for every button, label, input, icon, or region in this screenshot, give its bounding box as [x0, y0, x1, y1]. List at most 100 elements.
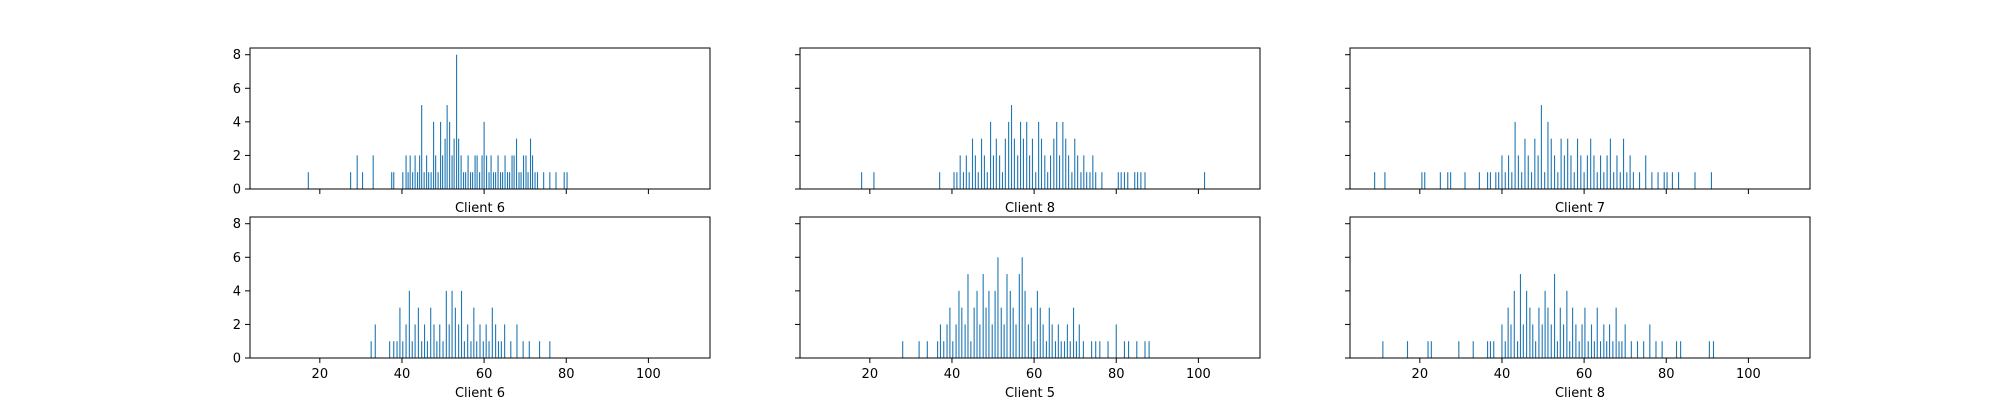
histogram-bar	[997, 257, 999, 358]
histogram-bar	[1678, 172, 1680, 189]
histogram-bar	[1649, 324, 1651, 358]
histogram-bar	[1406, 341, 1409, 358]
histogram-bar	[506, 172, 509, 189]
histogram-bar	[1563, 324, 1565, 358]
histogram-bar	[983, 155, 985, 189]
histogram-bar	[1450, 172, 1452, 189]
histogram-bar	[956, 172, 958, 189]
histogram-bar	[528, 341, 530, 358]
histogram-bar	[1472, 341, 1474, 358]
histogram-bar	[1559, 307, 1561, 358]
histogram-bar	[414, 324, 416, 358]
histogram-bar	[1540, 105, 1542, 189]
histogram-bar	[407, 172, 409, 189]
histogram-bar	[1569, 341, 1571, 358]
histogram-bar	[460, 290, 463, 358]
histogram-bar	[939, 324, 942, 358]
histogram-bar	[532, 155, 534, 189]
histogram-bar	[1553, 274, 1556, 358]
histogram-bar	[1593, 155, 1595, 189]
histogram-bar	[456, 54, 458, 190]
histogram-bar	[926, 341, 928, 358]
histogram-bar	[408, 290, 410, 358]
histogram-bar	[1083, 155, 1085, 189]
x-tick-label: 40	[944, 367, 961, 382]
histogram-bar	[476, 341, 478, 358]
histogram-bar	[402, 341, 404, 358]
histogram-bar	[1495, 172, 1497, 189]
subplot-3: Client 7	[1345, 47, 1811, 216]
histogram-bar	[1053, 138, 1055, 189]
histogram-bar	[482, 341, 484, 358]
histogram-bar	[965, 155, 967, 189]
x-tick-label: 20	[862, 367, 879, 382]
histogram-bar	[1596, 307, 1598, 358]
histogram-bar	[499, 172, 502, 189]
histogram-bar	[1066, 324, 1068, 358]
histogram-bar	[1036, 290, 1038, 358]
histogram-bar	[1544, 290, 1546, 358]
histogram-bar	[1136, 341, 1138, 358]
histogram-bar	[1632, 172, 1634, 189]
histogram-bar	[1101, 172, 1103, 189]
histogram-bar	[1134, 172, 1136, 189]
histogram-bar	[389, 341, 391, 358]
histogram-bar	[419, 155, 421, 189]
histogram-bar	[525, 155, 527, 189]
histogram-bar	[1517, 155, 1519, 189]
histogram-bar	[974, 155, 976, 189]
histogram-bar	[479, 172, 481, 189]
histogram-bar	[488, 341, 490, 358]
x-axis-label: Client 7	[1555, 201, 1605, 216]
histogram-bar	[1580, 155, 1582, 189]
y-tick-label: 0	[233, 352, 241, 367]
histogram-bar	[1507, 307, 1509, 358]
histogram-bar	[399, 307, 401, 358]
histogram-bar	[1694, 172, 1696, 189]
x-tick-label: 40	[1494, 367, 1511, 382]
histogram-bar	[424, 324, 426, 358]
histogram-bar	[504, 155, 506, 189]
histogram-bar	[1038, 121, 1040, 189]
histogram-bar	[1015, 324, 1017, 358]
histogram-bar	[1042, 324, 1044, 358]
histogram-bar	[549, 172, 551, 189]
histogram-bar	[1374, 172, 1376, 189]
histogram-bar	[1537, 155, 1539, 189]
histogram-bar	[370, 341, 372, 358]
x-tick-label: 100	[1186, 367, 1211, 382]
histogram-bar	[495, 172, 497, 189]
x-tick-label: 60	[476, 367, 493, 382]
histogram-bar	[937, 341, 939, 358]
histogram-bar	[1612, 341, 1614, 358]
subplot-panels: 0 2 4 6 8 Client 6 Client 8 Client 7 0 2 4 6 8 20 40 60…	[233, 47, 1811, 400]
histogram-bar	[1022, 138, 1024, 189]
histogram-bar	[436, 341, 438, 358]
histogram-bar	[1060, 341, 1062, 358]
histogram-bar	[970, 341, 972, 358]
histogram-bar	[1511, 172, 1513, 189]
histogram-bar	[1039, 307, 1041, 358]
histogram-bar	[1590, 324, 1593, 358]
histogram-bar	[973, 307, 975, 358]
histogram-bar	[1626, 172, 1628, 189]
histogram-bar	[1529, 307, 1531, 358]
histogram-bar	[1661, 341, 1663, 358]
x-tick-label: 100	[1736, 367, 1761, 382]
histogram-bar	[968, 172, 970, 189]
histogram-bar	[1575, 324, 1577, 358]
histogram-bar	[1069, 341, 1071, 358]
histogram-bar	[472, 172, 474, 189]
histogram-bar	[474, 155, 476, 189]
histogram-bar	[1489, 172, 1492, 189]
histogram-bar	[1026, 121, 1028, 189]
histogram-bar	[1645, 155, 1647, 189]
histogram-bar	[1092, 155, 1094, 189]
histogram-bar	[1657, 172, 1659, 189]
histogram-bar	[402, 172, 404, 189]
histogram-bar	[1534, 138, 1536, 189]
histogram-bar	[949, 307, 951, 358]
histogram-bar	[1522, 324, 1524, 358]
histogram-bar	[1051, 324, 1053, 358]
histogram-bar	[1501, 324, 1503, 358]
